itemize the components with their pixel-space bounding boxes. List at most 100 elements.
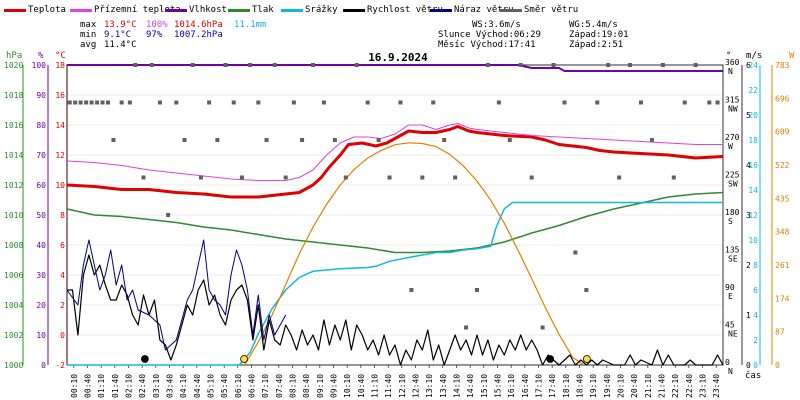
time-tick: 18:40	[576, 374, 585, 398]
dir-name-tick: SE	[728, 255, 738, 264]
hpa-tick: 1002	[4, 331, 23, 340]
pct-tick: 90	[36, 91, 46, 100]
time-tick: 14:40	[466, 374, 475, 398]
temp-tick: 16	[55, 91, 65, 100]
temp-tick: 10	[55, 181, 65, 190]
series-sm-r-v-tru-point	[166, 213, 171, 217]
dir-name-tick: NW	[728, 105, 738, 114]
stats-sunset: Západ:19:01	[569, 30, 629, 40]
ms-tick: 6	[746, 61, 751, 70]
series-sm-r-v-tru-point	[215, 138, 220, 142]
stats-avg-label: avg	[80, 40, 96, 50]
time-tick-group: 20:40	[630, 374, 639, 398]
dir-deg-tick: 90	[725, 283, 735, 292]
time-tick-group: 22:40	[685, 374, 694, 398]
series-sm-r-v-tru-point	[595, 100, 600, 105]
axis-ms-label: m/s	[746, 51, 762, 61]
pct-tick: 30	[36, 271, 46, 280]
hpa-tick: 1016	[4, 121, 23, 130]
time-tick: 09:10	[316, 374, 325, 398]
series-sm-r-v-tru-point	[660, 63, 665, 67]
legend-teplota: Teplota	[28, 5, 66, 15]
time-tick: 18:10	[562, 374, 571, 398]
series-sm-r-v-tru-point	[551, 63, 556, 67]
series-sr-ky	[67, 201, 723, 366]
series-sm-r-v-tru-point	[715, 100, 720, 105]
time-tick: 06:10	[234, 374, 243, 398]
series-sm-r-v-tru-point	[264, 138, 269, 142]
time-tick: 20:40	[630, 374, 639, 398]
time-tick-group: 03:10	[152, 374, 161, 398]
time-tick-group: 10:40	[357, 374, 366, 398]
series-sm-r-v-tru-point	[291, 100, 296, 105]
time-tick-group: 09:10	[316, 374, 325, 398]
series-sm-r-v-tru-point	[682, 100, 687, 105]
time-tick-group: 21:10	[644, 374, 653, 398]
time-tick-group: 20:10	[617, 374, 626, 398]
time-tick: 15:10	[480, 374, 489, 398]
time-tick-group: 21:40	[658, 374, 667, 398]
time-tick-group: 14:40	[466, 374, 475, 398]
legend-smer: Směr větru	[524, 5, 578, 15]
dir-name-tick: E	[728, 292, 733, 301]
pct-tick: 70	[36, 151, 46, 160]
axis-time-label: čas	[745, 370, 761, 381]
series-sm-r-v-tru-point	[231, 100, 236, 105]
series-sm-r-v-tru-point	[671, 175, 676, 180]
pct-tick: 40	[36, 241, 46, 250]
time-tick: 11:10	[371, 374, 380, 398]
series-n-raz-v-tru	[66, 239, 287, 351]
time-tick: 14:10	[453, 374, 462, 398]
time-tick-group: 00:10	[70, 374, 79, 398]
time-tick: 00:10	[70, 374, 79, 398]
rain-tick: 4	[753, 311, 758, 320]
series-teplota	[66, 125, 724, 199]
rain-tick: 12	[748, 211, 758, 220]
marker-moonset	[140, 355, 149, 363]
stats-max-temp: 13.9°C	[104, 20, 137, 30]
time-tick-group: 02:10	[125, 374, 134, 398]
ms-tick: 1	[746, 311, 751, 320]
series-sm-r-v-tru-point	[507, 138, 512, 142]
series-sm-r-v-tru-point	[78, 100, 83, 105]
time-tick-group: 19:40	[603, 374, 612, 398]
time-tick: 19:40	[603, 374, 612, 398]
markers	[140, 355, 591, 363]
rain-tick: 2	[753, 336, 758, 345]
series-sm-r-v-tru-point	[111, 138, 116, 142]
temp-tick: 6	[60, 241, 65, 250]
hpa-tick: 1006	[4, 271, 23, 280]
series-sm-r-v-tru-point	[365, 100, 370, 105]
time-tick-group: 17:40	[548, 374, 557, 398]
series-sm-r-v-tru-point	[453, 175, 458, 180]
sol-tick: 783	[775, 61, 790, 70]
series-sm-r-v-tru-point	[283, 175, 288, 180]
series-sm-r-v-tru-point	[207, 100, 212, 105]
series-sm-r-v-tru-point	[100, 100, 105, 105]
time-tick: 01:10	[97, 374, 106, 398]
stats-moon: Měsíc Východ:17:41	[438, 40, 536, 50]
axis-pct-label: %	[38, 51, 44, 61]
time-tick-group: 18:10	[562, 374, 571, 398]
series-sm-r-v-tru-point	[248, 63, 253, 67]
time-tick: 19:10	[589, 374, 598, 398]
series-sm-r-v-tru-point	[89, 100, 94, 105]
time-tick: 03:10	[152, 374, 161, 398]
stats-max-press: 1014.6hPa	[174, 20, 223, 30]
series-sm-r-v-tru-point	[409, 288, 414, 292]
series-sm-r-v-tru-point	[182, 138, 187, 142]
legend-srazky: Srážky	[305, 5, 338, 15]
series	[66, 63, 724, 366]
series-sm-r-v-tru-point	[387, 175, 392, 180]
time-tick-group: 03:40	[166, 374, 175, 398]
series-sm-r-v-tru-point	[256, 100, 261, 105]
time-tick: 08:10	[289, 374, 298, 398]
time-tick-group: 04:10	[179, 374, 188, 398]
legend-naraz: Náraz větru	[454, 5, 514, 15]
time-tick: 15:40	[494, 374, 503, 398]
time-tick: 04:10	[179, 374, 188, 398]
stats-min-temp: 9.1°C	[104, 30, 131, 40]
axis-w-label: W	[789, 51, 795, 61]
series-sm-r-v-tru-point	[398, 100, 403, 105]
